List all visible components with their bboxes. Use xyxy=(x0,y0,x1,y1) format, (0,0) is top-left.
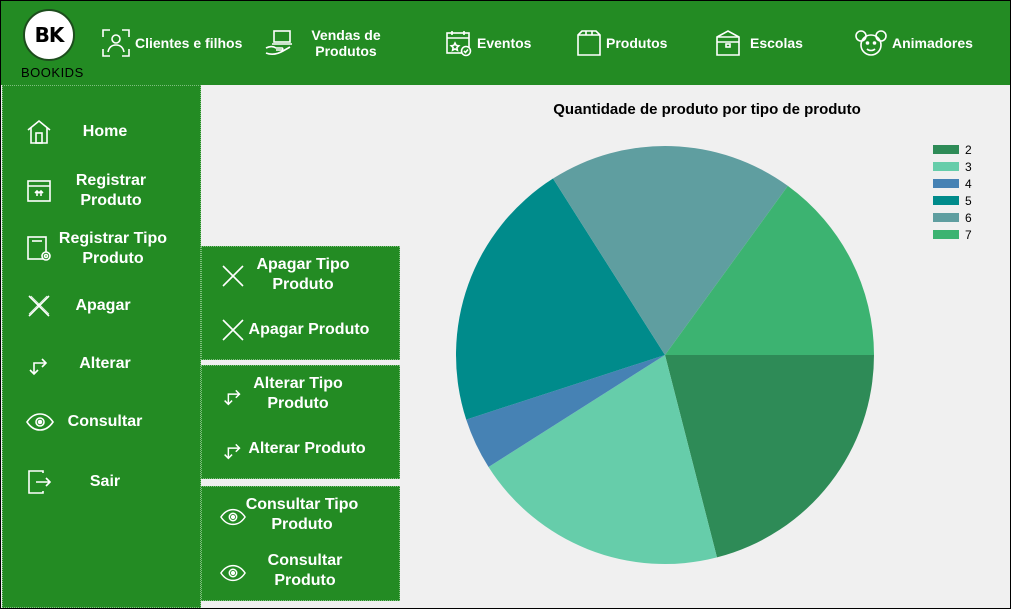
nav-label: Animadores xyxy=(892,35,973,51)
legend-item-7: 7 xyxy=(933,226,972,243)
sidebar-item-label: Registrar Produto xyxy=(75,172,147,209)
sidebar-item-sair[interactable]: Sair xyxy=(3,468,202,496)
x-icon xyxy=(222,319,244,341)
nav-label: Vendas de Produtos xyxy=(311,27,381,59)
submenu-item-apagar-produto[interactable]: Apagar Produto xyxy=(202,307,399,353)
sidebar-item-registrar-tipo-produto[interactable]: Registrar Tipo Produto xyxy=(3,228,202,270)
legend-item-2: 2 xyxy=(933,141,972,158)
logo: BK xyxy=(23,9,75,61)
legend-item-6: 6 xyxy=(933,209,972,226)
submenu-item-label: Apagar Tipo Produto xyxy=(256,256,350,293)
legend-swatch xyxy=(933,230,959,239)
sidebar-item-label: Apagar xyxy=(75,297,131,314)
legend-item-3: 3 xyxy=(933,158,972,175)
legend-swatch xyxy=(933,162,959,171)
submenu-item-label: Alterar Tipo Produto xyxy=(253,375,343,412)
nav-label: Escolas xyxy=(750,35,803,51)
eye-icon xyxy=(26,413,54,431)
exit-icon xyxy=(28,470,52,494)
calendar-star-icon xyxy=(446,31,472,57)
submenu-item-alterar-produto[interactable]: Alterar Produto xyxy=(202,426,399,472)
legend-label: 6 xyxy=(965,210,972,225)
legend-label: 5 xyxy=(965,193,972,208)
sidebar: Home Registrar Produto Registrar Tipo Pr… xyxy=(2,85,201,608)
sidebar-item-label: Consultar xyxy=(67,413,143,430)
x-icon xyxy=(28,295,50,317)
nav-label: Clientes e filhos xyxy=(135,35,243,51)
pie-slice-3 xyxy=(488,355,717,564)
chart-legend: 2 3 4 5 6 7 xyxy=(933,141,972,243)
sidebar-item-label: Alterar xyxy=(79,355,131,372)
sidebar-item-label: Sair xyxy=(89,473,121,490)
legend-swatch xyxy=(933,145,959,154)
pie-slice-5 xyxy=(455,178,665,420)
legend-label: 4 xyxy=(965,176,972,191)
eye-icon xyxy=(220,508,246,526)
pie-slice-6 xyxy=(553,146,788,355)
device-gear-icon xyxy=(27,236,51,261)
home-icon xyxy=(27,119,51,144)
scan-user-icon xyxy=(102,29,130,57)
submenu-consultar: Consultar Tipo Produto Consultar Produto xyxy=(201,486,400,601)
nav-label: Eventos xyxy=(477,35,532,51)
sidebar-item-label: Registrar Tipo Produto xyxy=(58,230,168,267)
submenu-item-label: Consultar Produto xyxy=(267,552,343,589)
nav-produtos[interactable]: Produtos xyxy=(576,1,667,85)
sidebar-item-apagar[interactable]: Apagar xyxy=(3,292,202,320)
nav-eventos[interactable]: Eventos xyxy=(445,1,531,85)
submenu-alterar: Alterar Tipo Produto Alterar Produto xyxy=(201,365,400,479)
box-icon xyxy=(577,30,601,56)
legend-swatch xyxy=(933,179,959,188)
sidebar-item-consultar[interactable]: Consultar xyxy=(3,408,202,436)
submenu-apagar: Apagar Tipo Produto Apagar Produto xyxy=(201,246,400,360)
nav-escolas[interactable]: Escolas xyxy=(714,1,803,85)
package-icon xyxy=(27,180,51,202)
nav-clientes-e-filhos[interactable]: Clientes e filhos xyxy=(101,1,242,85)
locker-icon xyxy=(716,30,740,56)
eye-icon xyxy=(220,564,246,582)
logo-caption: BOOKIDS xyxy=(21,65,84,80)
logo-mark: BK xyxy=(34,23,65,47)
chart-title: Quantidade de produto por tipo de produt… xyxy=(553,101,861,118)
submenu-item-apagar-tipo-produto[interactable]: Apagar Tipo Produto xyxy=(202,251,399,299)
nav-label: Produtos xyxy=(606,35,668,51)
sidebar-item-home[interactable]: Home xyxy=(3,116,202,148)
legend-swatch xyxy=(933,213,959,222)
legend-label: 3 xyxy=(965,159,972,174)
legend-item-4: 4 xyxy=(933,175,972,192)
submenu-item-label: Consultar Tipo Produto xyxy=(245,496,359,533)
legend-swatch xyxy=(933,196,959,205)
legend-item-5: 5 xyxy=(933,192,972,209)
nav-vendas-de-produtos[interactable]: Vendas de Produtos xyxy=(264,1,394,85)
pie-slice-7 xyxy=(665,185,874,355)
submenu-item-consultar-tipo-produto[interactable]: Consultar Tipo Produto xyxy=(202,491,399,539)
legend-label: 2 xyxy=(965,142,972,157)
legend-label: 7 xyxy=(965,227,972,242)
hand-laptop-icon xyxy=(265,30,292,56)
pie-slice-4 xyxy=(466,355,665,467)
mouse-ears-icon xyxy=(855,30,887,56)
submenu-item-label: Apagar Produto xyxy=(248,321,370,338)
top-nav-bar: BK BOOKIDS Clientes e filhos Vendas de P… xyxy=(1,1,1010,85)
arrows-swap-icon xyxy=(224,389,241,406)
submenu-item-label: Alterar Produto xyxy=(248,440,366,457)
sidebar-item-label: Home xyxy=(82,123,128,140)
nav-animadores[interactable]: Animadores xyxy=(854,1,973,85)
arrows-swap-icon xyxy=(224,443,241,460)
submenu-item-alterar-tipo-produto[interactable]: Alterar Tipo Produto xyxy=(202,370,399,418)
pie-slice-2 xyxy=(665,355,874,558)
sidebar-item-registrar-produto[interactable]: Registrar Produto xyxy=(3,170,202,212)
x-icon xyxy=(222,265,244,287)
submenu-item-consultar-produto[interactable]: Consultar Produto xyxy=(202,547,399,595)
sidebar-item-alterar[interactable]: Alterar xyxy=(3,350,202,378)
arrows-swap-icon xyxy=(29,358,48,376)
